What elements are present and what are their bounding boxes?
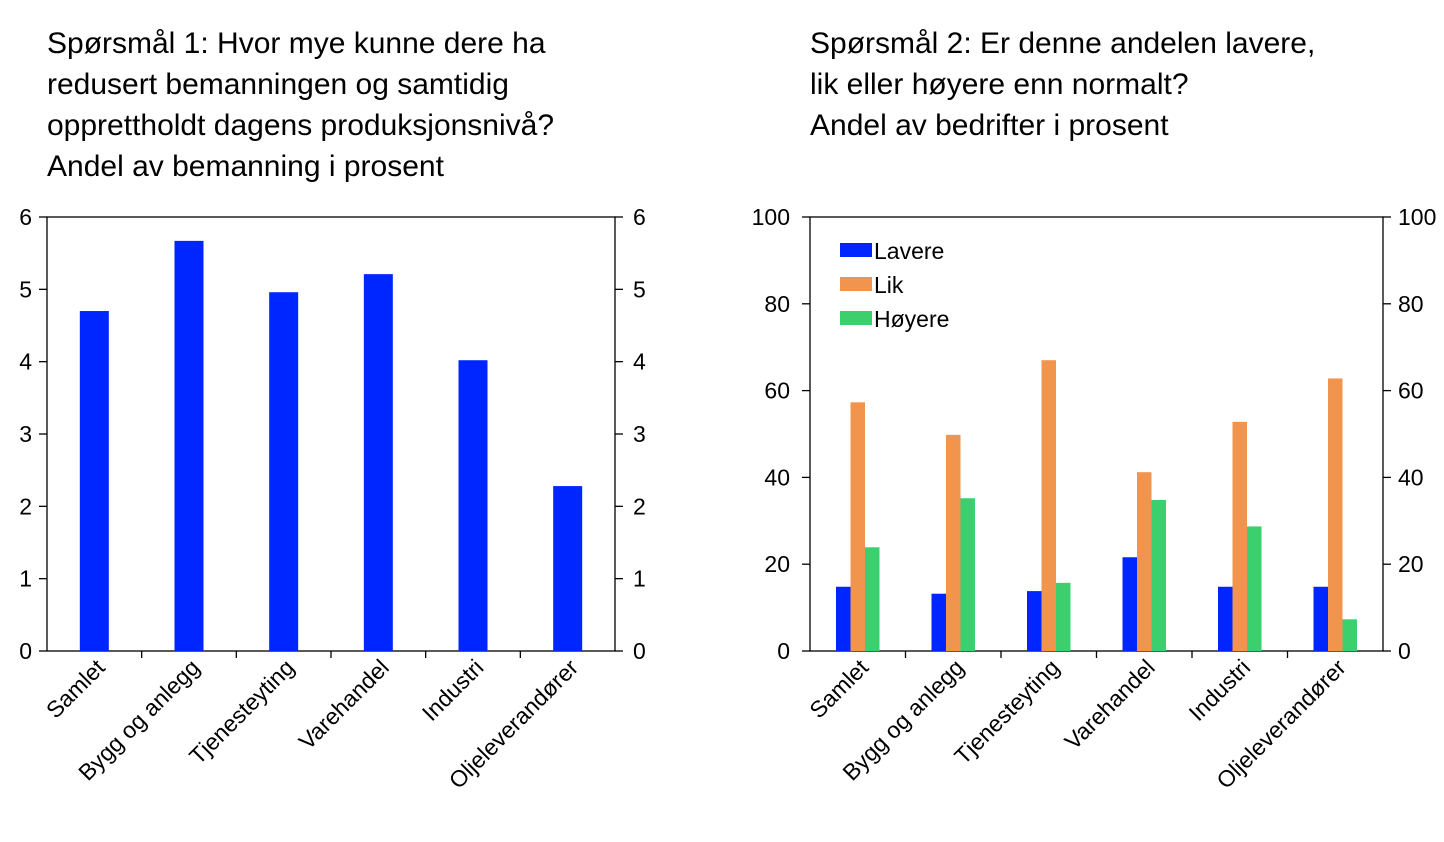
chart2-bar-lik-4 bbox=[1232, 421, 1247, 651]
chart2-legend-label: Lik bbox=[874, 272, 904, 298]
chart2-bar-høyere-4 bbox=[1247, 526, 1262, 651]
chart1-title: Spørsmål 1: Hvor mye kunne dere ha redus… bbox=[47, 23, 554, 187]
chart2-ytick-label-right: 0 bbox=[1398, 638, 1411, 664]
chart1-bar-series-1 bbox=[174, 240, 204, 651]
chart1-ytick-label-right: 5 bbox=[633, 276, 646, 302]
chart2-bar-lavere-1 bbox=[931, 593, 946, 651]
chart1-ytick-label-left: 1 bbox=[19, 566, 32, 592]
chart1-frame bbox=[46, 216, 616, 652]
chart2-bar-lik-1 bbox=[946, 434, 961, 651]
chart2-bar-høyere-3 bbox=[1151, 499, 1166, 651]
chart2-bar-lavere-2 bbox=[1027, 591, 1042, 651]
chart1-category-label: Varehandel bbox=[293, 654, 393, 754]
chart2-bar-høyere-2 bbox=[1056, 582, 1071, 651]
chart1-bar-series-3 bbox=[363, 274, 393, 651]
chart2-bar-lik-5 bbox=[1328, 378, 1343, 651]
chart1-title-line: redusert bemanningen og samtidig bbox=[47, 68, 509, 101]
chart2-category-label: Industri bbox=[1184, 654, 1256, 726]
chart2-legend-label: Høyere bbox=[874, 306, 949, 332]
chart2-bar-lik-2 bbox=[1041, 360, 1056, 651]
chart2-title-line: lik eller høyere enn normalt? bbox=[810, 68, 1189, 101]
chart1-ytick-label-right: 1 bbox=[633, 566, 646, 592]
chart2-legend-swatch bbox=[840, 277, 872, 291]
chart2-bar-høyere-5 bbox=[1342, 619, 1357, 651]
chart2-ytick-label-left: 20 bbox=[764, 551, 790, 577]
chart2-bar-lik-0 bbox=[850, 402, 865, 651]
chart2-ytick-label-left: 80 bbox=[764, 291, 790, 317]
chart2-frame bbox=[809, 216, 1384, 652]
chart1-title-line: Spørsmål 1: Hvor mye kunne dere ha bbox=[47, 27, 546, 60]
chart2-bar-høyere-1 bbox=[960, 498, 975, 651]
chart1-bar-series-4 bbox=[458, 360, 488, 651]
chart1-ytick-label-right: 3 bbox=[633, 421, 646, 447]
chart2-ytick-label-left: 100 bbox=[752, 204, 790, 230]
chart1-ytick-label-left: 2 bbox=[19, 493, 32, 519]
chart2-ytick-label-right: 80 bbox=[1398, 291, 1424, 317]
chart1-title-line: Andel av bemanning i prosent bbox=[47, 150, 444, 183]
chart2-ytick-label-left: 40 bbox=[764, 464, 790, 490]
chart2-category-label: Bygg og anlegg bbox=[837, 654, 968, 785]
chart1-ytick-label-left: 3 bbox=[19, 421, 32, 447]
chart2-ytick-label-left: 0 bbox=[777, 638, 790, 664]
chart1-bar-series-0 bbox=[79, 311, 109, 651]
chart2-legend-swatch bbox=[840, 311, 872, 325]
chart1-title-line: opprettholdt dagens produksjonsnivå? bbox=[47, 109, 555, 142]
chart1-category-label: Industri bbox=[417, 654, 489, 726]
chart2-legend-label: Lavere bbox=[874, 238, 944, 264]
chart1-ytick-label-left: 6 bbox=[19, 204, 32, 230]
chart2-category-label: Oljeleverandører bbox=[1211, 654, 1351, 794]
chart1-ytick-label-left: 0 bbox=[19, 638, 32, 664]
chart2-ytick-label-right: 40 bbox=[1398, 464, 1424, 490]
chart2-legend-swatch bbox=[840, 243, 872, 257]
chart1-category-label: Samlet bbox=[41, 654, 110, 723]
chart2-category-label: Samlet bbox=[804, 654, 873, 723]
chart1-ytick-label-right: 0 bbox=[633, 638, 646, 664]
chart2-category-label: Varehandel bbox=[1059, 654, 1159, 754]
chart2-title: Spørsmål 2: Er denne andelen lavere, lik… bbox=[810, 23, 1315, 146]
chart2-bar-lik-3 bbox=[1137, 472, 1152, 651]
chart2-bar-høyere-0 bbox=[865, 547, 880, 651]
chart1-ytick-label-right: 4 bbox=[633, 349, 646, 375]
chart1-bar-series-5 bbox=[553, 486, 583, 651]
chart1-bar-series-2 bbox=[269, 292, 299, 651]
chart2-bar-lavere-3 bbox=[1122, 557, 1137, 651]
chart2-ytick-label-right: 20 bbox=[1398, 551, 1424, 577]
chart1-ytick-label-right: 6 bbox=[633, 204, 646, 230]
chart2-title-line: Andel av bedrifter i prosent bbox=[810, 109, 1169, 142]
chart2-bar-lavere-4 bbox=[1218, 586, 1233, 651]
chart2-bar-lavere-5 bbox=[1313, 586, 1328, 651]
chart2-ytick-label-right: 60 bbox=[1398, 378, 1424, 404]
chart1-ytick-label-right: 2 bbox=[633, 493, 646, 519]
chart1-ytick-label-left: 4 bbox=[19, 349, 32, 375]
chart2-bar-lavere-0 bbox=[836, 586, 851, 651]
chart2-ytick-label-right: 100 bbox=[1398, 204, 1436, 230]
chart2-title-line: Spørsmål 2: Er denne andelen lavere, bbox=[810, 27, 1316, 60]
chart1-ytick-label-left: 5 bbox=[19, 276, 32, 302]
chart2-category-label: Tjenesteyting bbox=[949, 654, 1064, 769]
chart2-ytick-label-left: 60 bbox=[764, 378, 790, 404]
